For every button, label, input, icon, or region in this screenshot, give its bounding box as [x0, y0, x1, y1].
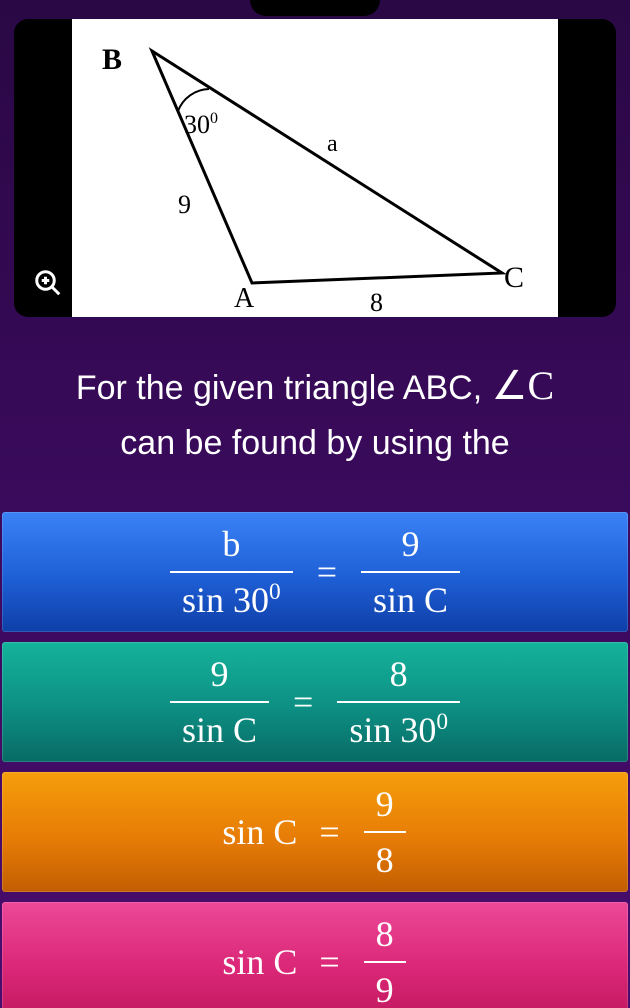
fraction-left: 9 sin C	[170, 653, 269, 751]
side-label-ba: 9	[178, 190, 191, 219]
vertex-label-c: C	[504, 261, 524, 294]
answer-option-d[interactable]: sin C = 8 9	[2, 902, 628, 1008]
answer-option-c[interactable]: sin C = 9 8	[2, 772, 628, 892]
question-part2: can be found by using the	[120, 424, 509, 462]
denominator: sin 300	[170, 571, 293, 621]
numerator: 8	[378, 653, 420, 701]
denominator: sin C	[361, 571, 460, 621]
answer-option-a[interactable]: b sin 300 = 9 sin C	[2, 512, 628, 632]
fraction-right: 8 sin 300	[337, 653, 460, 751]
numerator: 9	[364, 783, 406, 831]
denominator: 9	[364, 961, 406, 1008]
lhs: sin C	[222, 941, 297, 983]
angle-value: 300	[184, 110, 218, 139]
numerator: 9	[390, 523, 432, 571]
answer-list: b sin 300 = 9 sin C 9 sin C = 8 sin 300 …	[0, 512, 630, 1008]
fraction-left: b sin 300	[170, 523, 293, 621]
numerator: b	[210, 523, 252, 571]
fraction-right: 8 9	[364, 913, 406, 1008]
question-text: For the given triangle ABC, ∠C can be fo…	[0, 337, 630, 506]
top-bar	[0, 0, 630, 19]
lhs: sin C	[222, 811, 297, 853]
zoom-in-icon	[33, 268, 63, 298]
equals-sign: =	[319, 811, 339, 853]
numerator: 8	[364, 913, 406, 961]
numerator: 9	[198, 653, 240, 701]
denominator: sin C	[170, 701, 269, 751]
side-label-ac: 8	[370, 288, 383, 317]
vertex-label-a: A	[234, 283, 255, 314]
fraction-right: 9 sin C	[361, 523, 460, 621]
question-part1: For the given triangle ABC,	[76, 369, 492, 407]
answer-option-b[interactable]: 9 sin C = 8 sin 300	[2, 642, 628, 762]
zoom-in-button[interactable]	[28, 263, 68, 303]
angle-symbol: ∠C	[492, 363, 555, 408]
vertex-label-b: B	[102, 43, 122, 76]
side-label-a: a	[327, 131, 338, 157]
fraction-right: 9 8	[364, 783, 406, 881]
triangle-diagram: B A C 300 a 9 8	[72, 19, 560, 317]
denominator: sin 300	[337, 701, 460, 751]
equals-sign: =	[319, 941, 339, 983]
triangle-image-card: B A C 300 a 9 8	[14, 19, 616, 317]
denominator: 8	[364, 831, 406, 881]
equals-sign: =	[317, 551, 337, 593]
top-pill	[250, 0, 380, 16]
equals-sign: =	[293, 681, 313, 723]
